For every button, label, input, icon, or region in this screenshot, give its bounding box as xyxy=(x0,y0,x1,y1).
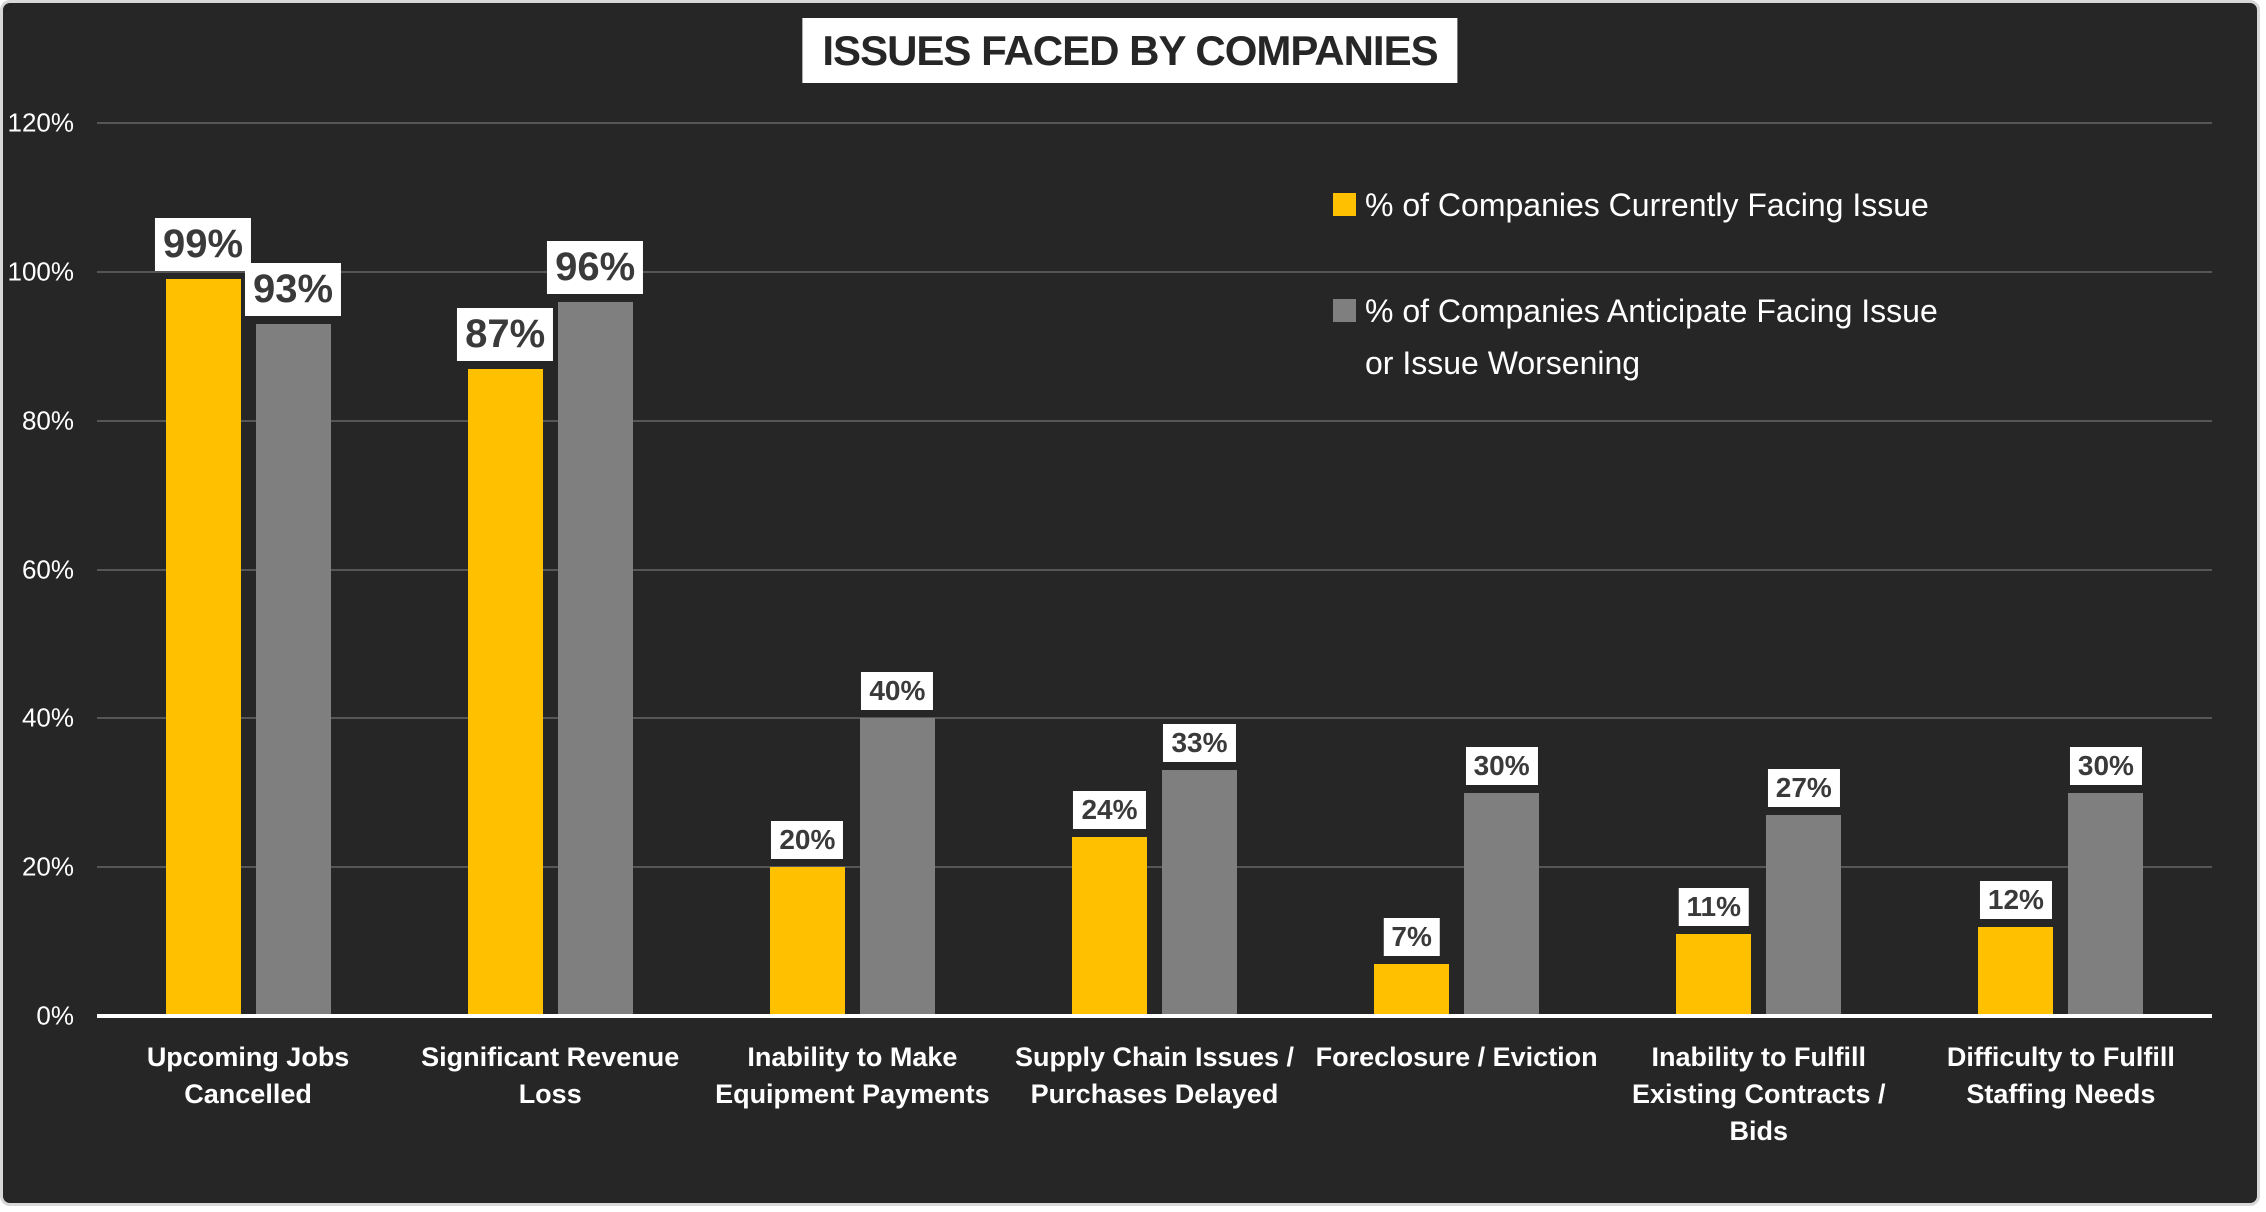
bar-value-label-s1-c5: 27% xyxy=(1767,769,1840,808)
y-tick-100pct: 100% xyxy=(7,256,75,287)
chart-title-text: ISSUES FACED BY COMPANIES xyxy=(822,27,1438,74)
legend-swatch-icon xyxy=(1333,299,1356,322)
legend-swatch-icon xyxy=(1333,193,1356,216)
bar-group-0: 99% 93% xyxy=(97,123,399,1016)
gridline-80 xyxy=(97,419,2212,422)
barwrap-s1-c3: 33% xyxy=(1161,123,1237,1016)
gridline-100 xyxy=(97,270,2212,273)
bar-value-label-s0-c3: 24% xyxy=(1073,791,1146,830)
y-tick-60pct: 60% xyxy=(21,554,74,584)
barwrap-s0-c0: 99% xyxy=(155,123,252,1016)
bar-value-label-s0-c1: 87% xyxy=(457,307,554,361)
category-label-6: Difficulty to Fulfill Staffing Needs xyxy=(1946,1042,2175,1109)
bar-s1-c6 xyxy=(2068,792,2144,1016)
legend-label-1: % of Companies Anticipate Facing Issue or… xyxy=(1365,293,1938,381)
bar-s0-c6 xyxy=(1978,926,2054,1016)
y-tick-80pct: 80% xyxy=(21,405,74,436)
bar-s1-c1 xyxy=(557,301,633,1016)
legend-item-1: % of Companies Anticipate Facing Issue or… xyxy=(1333,285,1938,389)
barwrap-s1-c2: 40% xyxy=(859,123,935,1016)
bar-group-6: 12% 30% xyxy=(1910,123,2212,1016)
barwrap-s1-c1: 96% xyxy=(547,123,644,1016)
bar-s1-c0 xyxy=(255,323,331,1016)
bar-s0-c0 xyxy=(165,279,241,1016)
legend-item-0: % of Companies Currently Facing Issue xyxy=(1333,179,1938,231)
bar-value-label-s0-c6: 12% xyxy=(1979,880,2052,919)
gridline-120 xyxy=(97,122,2212,124)
y-tick-120pct: 120% xyxy=(7,107,75,138)
bar-group-1: 87% 96% xyxy=(399,123,701,1016)
barwrap-s0-c5: 11% xyxy=(1676,123,1752,1016)
barwrap-s1-c6: 30% xyxy=(2068,123,2144,1016)
bar-value-label-s1-c6: 30% xyxy=(2069,746,2142,785)
bar-s1-c5 xyxy=(1766,815,1842,1016)
bar-s0-c2 xyxy=(769,867,845,1016)
barwrap-s0-c1: 87% xyxy=(457,123,554,1016)
bar-s1-c4 xyxy=(1464,792,1540,1016)
bar-value-label-s1-c2: 40% xyxy=(861,672,934,711)
bar-s1-c3 xyxy=(1161,770,1237,1016)
x-axis-line xyxy=(97,1014,2212,1018)
plot-area: 99% 93% 87% 96% 20% 40% 24% 33% 7% 30% 11% 27% 12% 30… xyxy=(97,122,2212,1018)
bar-value-label-s0-c0: 99% xyxy=(155,218,252,272)
legend: % of Companies Currently Facing Issue % o… xyxy=(1333,179,1938,389)
bar-group-2: 20% 40% xyxy=(701,123,1003,1016)
bar-value-label-s0-c5: 11% xyxy=(1678,888,1750,927)
gridline-20 xyxy=(97,866,2212,869)
category-labels: Upcoming Jobs Cancelled Significant Revenu… xyxy=(97,1039,2212,1150)
gridline-60 xyxy=(97,568,2212,571)
y-tick-20pct: 20% xyxy=(21,851,74,882)
bar-group-4: 7% 30% xyxy=(1306,123,1608,1016)
bar-value-label-s0-c2: 20% xyxy=(771,821,844,860)
bar-s0-c4 xyxy=(1374,963,1450,1016)
bar-group-3: 24% 33% xyxy=(1003,123,1305,1016)
bar-value-label-s0-c4: 7% xyxy=(1383,917,1440,956)
bar-s0-c5 xyxy=(1676,934,1752,1016)
bar-s0-c3 xyxy=(1071,837,1147,1016)
barwrap-s0-c2: 20% xyxy=(769,123,845,1016)
bar-value-label-s1-c4: 30% xyxy=(1465,746,1538,785)
barwrap-s1-c0: 93% xyxy=(245,123,342,1016)
barwrap-s0-c3: 24% xyxy=(1071,123,1147,1016)
gridline-40 xyxy=(97,717,2212,720)
category-label-4: Foreclosure / Eviction xyxy=(1315,1042,1598,1072)
bar-s1-c2 xyxy=(859,718,935,1016)
barwrap-s0-c4: 7% xyxy=(1374,123,1450,1016)
legend-label-0: % of Companies Currently Facing Issue xyxy=(1365,187,1929,223)
bar-value-label-s1-c1: 96% xyxy=(547,240,644,294)
category-label-1: Significant Revenue Loss xyxy=(421,1042,680,1109)
y-tick-0pct: 0% xyxy=(36,1000,74,1031)
category-label-3: Supply Chain Issues / Purchases Delayed xyxy=(1014,1042,1295,1109)
y-axis-labels: 0% 20% 40% 60% 80% 100% 120% xyxy=(3,108,75,1031)
category-label-2: Inability to Make Equipment Payments xyxy=(715,1042,990,1109)
category-label-5: Inability to Fulfill Existing Contracts /… xyxy=(1632,1042,1886,1146)
category-label-0: Upcoming Jobs Cancelled xyxy=(146,1042,350,1109)
bar-s0-c1 xyxy=(467,368,543,1016)
bar-groups: 99% 93% 87% 96% 20% 40% 24% 33% 7% 30% 11% 27% 12% 30… xyxy=(97,123,2212,1016)
bar-value-label-s1-c0: 93% xyxy=(245,262,342,316)
barwrap-s1-c4: 30% xyxy=(1464,123,1540,1016)
barwrap-s0-c6: 12% xyxy=(1978,123,2054,1016)
bar-group-5: 11% 27% xyxy=(1608,123,1910,1016)
barwrap-s1-c5: 27% xyxy=(1766,123,1842,1016)
y-tick-40pct: 40% xyxy=(21,702,74,733)
bar-value-label-s1-c3: 33% xyxy=(1163,724,1236,763)
chart-title: ISSUES FACED BY COMPANIES xyxy=(802,18,1458,83)
